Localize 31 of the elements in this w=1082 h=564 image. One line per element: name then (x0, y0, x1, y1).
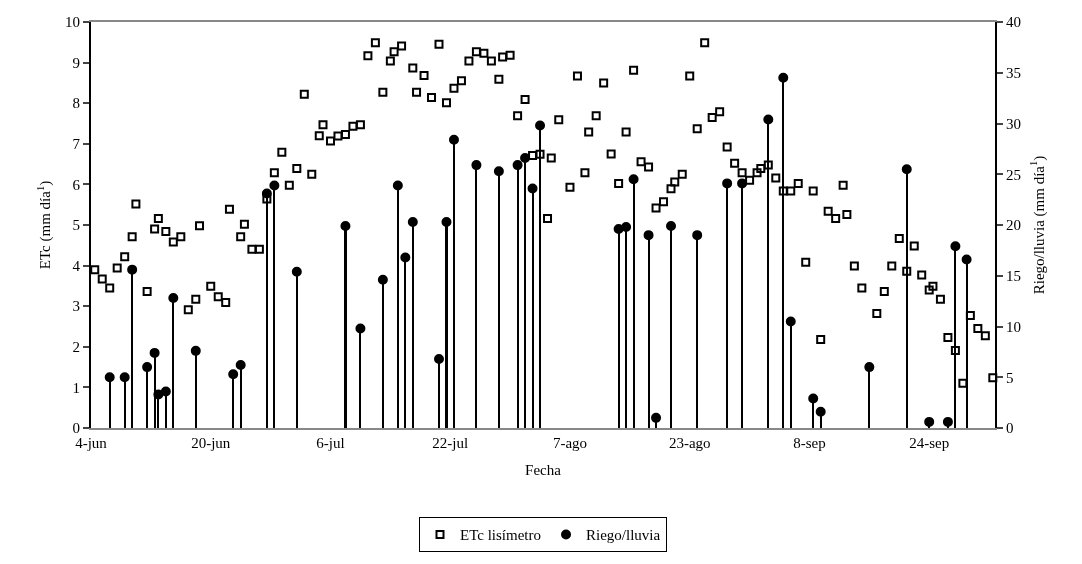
y-tick-label: 8 (72, 95, 80, 112)
y2-tick-label: 0 (1006, 420, 1014, 437)
y2-tick-label: 35 (1006, 65, 1021, 81)
x-tick-label: 24-sep (909, 435, 950, 451)
x-tick-label: 20-jun (191, 435, 231, 451)
y-tick-label: 6 (72, 176, 81, 193)
y2-tick-label: 25 (1006, 166, 1021, 183)
y-tick-label: 10 (65, 14, 80, 31)
y-tick-label: 0 (72, 420, 80, 437)
legend-label: Riego/lluvia (586, 527, 661, 544)
x-tick-label: 8-sep (793, 435, 826, 451)
y-tick-label: 7 (72, 136, 81, 153)
x-tick-label: 7-ago (552, 435, 588, 451)
y2-tick-label: 5 (1006, 369, 1014, 386)
x-tick-label: 4-jun (75, 435, 108, 451)
y-tick-label: 4 (72, 257, 81, 274)
y2-tick-label: 30 (1006, 115, 1021, 132)
y2-tick-label: 20 (1006, 217, 1021, 234)
y-tick-label: 2 (72, 339, 80, 356)
y2-tick-label: 15 (1006, 268, 1021, 284)
x-tick-label: 23-ago (668, 435, 711, 451)
x-tick-label: 22-jul (432, 435, 469, 451)
y2-tick-label: 10 (1006, 318, 1021, 335)
y-tick-label: 1 (72, 379, 80, 396)
y-tick-label: 3 (72, 298, 80, 315)
y-tick-label: 5 (72, 217, 80, 234)
x-tick-label: 6-jul (316, 435, 345, 451)
y2-tick-label: 40 (1006, 14, 1021, 31)
x-axis-title: Fecha (525, 461, 562, 478)
legend-label: ETc lisímetro (460, 527, 542, 544)
y-tick-label: 9 (72, 54, 80, 71)
